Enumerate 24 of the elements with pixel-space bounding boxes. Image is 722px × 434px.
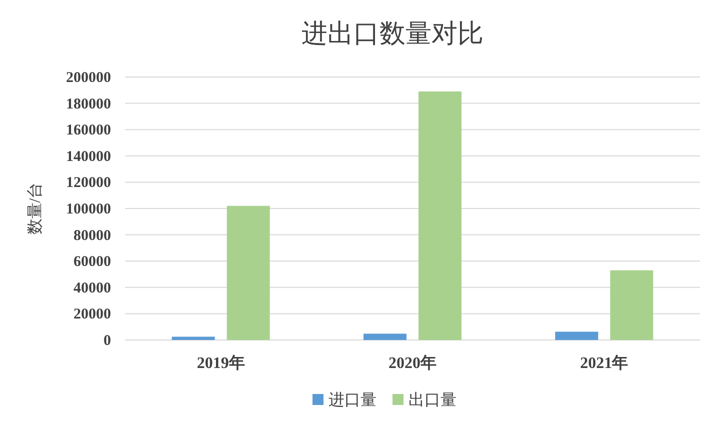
y-tick-label: 140000 xyxy=(66,148,111,165)
x-tick-label: 2020年 xyxy=(388,354,436,372)
bar xyxy=(418,91,462,340)
x-tick-label: 2019年 xyxy=(196,354,245,372)
y-tick-label: 0 xyxy=(104,333,111,349)
bar xyxy=(610,270,654,340)
y-tick-label: 40000 xyxy=(74,280,111,296)
y-tick-label: 180000 xyxy=(66,96,111,112)
y-tick-label: 20000 xyxy=(74,306,111,323)
bar xyxy=(226,206,270,340)
legend-label: 进口量 xyxy=(328,391,376,409)
x-tick-label: 2021年 xyxy=(580,354,628,372)
bar xyxy=(364,334,406,340)
bar xyxy=(555,332,598,340)
y-tick-label: 120000 xyxy=(66,175,111,192)
y-tick-label: 100000 xyxy=(66,202,111,218)
y-tick-label: 60000 xyxy=(74,254,111,270)
chart-title: 进出口数量对比 xyxy=(302,19,484,48)
y-axis-title: 数量/台 xyxy=(26,182,44,235)
y-tick-label: 160000 xyxy=(66,122,111,139)
y-tick-label: 200000 xyxy=(66,70,111,86)
y-tick-label: 80000 xyxy=(74,228,111,244)
legend-label: 出口量 xyxy=(408,391,456,409)
bar xyxy=(172,336,215,340)
